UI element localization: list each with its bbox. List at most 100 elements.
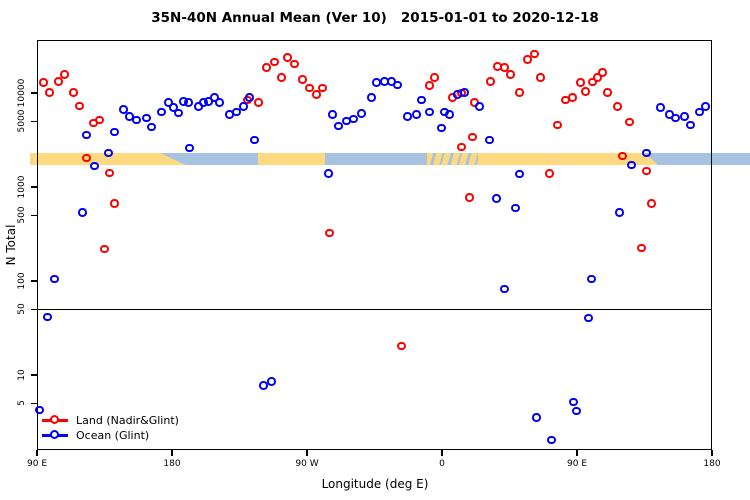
legend: Land (Nadir&Glint) Ocean (Glint) (42, 413, 179, 443)
land-data-point (290, 59, 299, 69)
y-tick-mark (31, 186, 37, 188)
land-data-point (95, 115, 104, 125)
ocean-data-point (500, 284, 509, 294)
ocean-data-point (185, 143, 194, 153)
ocean-data-point (393, 80, 402, 90)
legend-item: Land (Nadir&Glint) (42, 413, 179, 428)
land-data-point (553, 120, 562, 130)
y-tick-label: 500 (17, 206, 27, 224)
ocean-data-point (372, 78, 381, 87)
y-tick-mark (31, 308, 37, 311)
land-data-point (500, 63, 509, 72)
ocean-data-point (627, 160, 636, 170)
land-data-point (637, 243, 646, 253)
y-tick-label: 50 (17, 303, 27, 316)
ocean-data-point (90, 161, 99, 171)
ocean-data-point (357, 109, 366, 118)
ocean-data-point (328, 110, 337, 119)
land-data-point (100, 244, 109, 254)
land-data-point (69, 88, 78, 97)
y-tick-mark (31, 92, 37, 94)
x-tick-mark (306, 450, 308, 456)
y-tick-mark (31, 280, 37, 282)
ocean-data-point (210, 93, 219, 102)
legend-key-icon (42, 413, 68, 428)
land-data-point (593, 73, 602, 82)
land-data-point (54, 77, 63, 86)
land-data-point (506, 70, 515, 79)
band-land-segment (257, 153, 325, 165)
land-data-point (60, 70, 69, 79)
ocean-data-point (460, 88, 469, 97)
legend-key-icon (42, 428, 68, 443)
land-data-point (39, 78, 48, 87)
land-data-point (318, 83, 327, 93)
land-data-point (576, 78, 585, 87)
x-tick-mark (711, 450, 713, 456)
ocean-data-point (164, 98, 173, 107)
ocean-data-point (142, 113, 151, 123)
ocean-data-point (695, 107, 704, 117)
ocean-data-point (35, 405, 44, 415)
ocean-data-point (50, 274, 59, 284)
ocean-data-point (267, 377, 276, 386)
y-tick-label: 10 (17, 369, 27, 381)
land-data-point (283, 53, 292, 62)
legend-label: Land (Nadir&Glint) (76, 414, 179, 427)
land-data-point (468, 132, 477, 142)
ocean-data-point (367, 93, 376, 102)
ocean-data-point (169, 103, 178, 112)
ocean-data-point (119, 105, 128, 114)
band-mixed-segment (427, 153, 478, 165)
land-data-point (110, 199, 119, 208)
land-data-point (270, 57, 279, 67)
legend-label: Ocean (Glint) (76, 429, 150, 442)
x-tick-label: 90 W (295, 459, 319, 469)
ocean-data-point (324, 169, 333, 178)
land-data-point (568, 93, 577, 102)
y-tick-label: 5000 (17, 109, 27, 133)
y-tick-mark (31, 374, 37, 376)
ocean-data-point (157, 107, 166, 117)
ocean-data-point (174, 108, 183, 118)
ocean-data-point (492, 194, 501, 203)
ocean-data-point (445, 110, 454, 119)
land-data-point (325, 228, 334, 238)
land-data-point (515, 88, 524, 97)
land-data-point (298, 75, 307, 84)
x-axis-title: Longitude (deg E) (321, 477, 429, 491)
x-tick-mark (171, 450, 173, 456)
y-tick-label: 1000 (17, 175, 27, 199)
ocean-data-point (417, 95, 426, 105)
ocean-data-point (701, 102, 710, 111)
x-tick-label: 180 (703, 459, 721, 469)
land-data-point (486, 77, 495, 86)
ocean-data-point (184, 98, 193, 107)
land-data-point (430, 73, 439, 82)
land-data-point (75, 101, 84, 111)
ocean-data-point (511, 203, 520, 213)
plot-frame (37, 40, 712, 450)
band-land-segment (478, 153, 645, 165)
land-data-point (588, 77, 597, 87)
legend-item: Ocean (Glint) (42, 428, 179, 443)
land-data-point (397, 341, 406, 351)
coastline-land-ocean-band (29, 153, 750, 165)
land-data-point (545, 169, 554, 178)
x-tick-label: 90 E (567, 459, 587, 469)
land-data-point (598, 68, 607, 77)
ocean-data-point (259, 381, 268, 390)
y-tick-mark (31, 120, 37, 123)
ocean-data-point (232, 107, 241, 117)
ocean-data-point (587, 274, 596, 284)
band-land-segment (29, 153, 160, 165)
ocean-data-point (569, 397, 578, 407)
ocean-data-point (403, 112, 412, 121)
ocean-data-point (43, 312, 52, 322)
land-data-point (254, 98, 263, 107)
x-tick-mark (441, 450, 443, 456)
ocean-data-point (132, 115, 141, 125)
land-data-point (425, 81, 434, 90)
ocean-data-point (104, 148, 113, 158)
x-tick-mark (576, 450, 578, 456)
